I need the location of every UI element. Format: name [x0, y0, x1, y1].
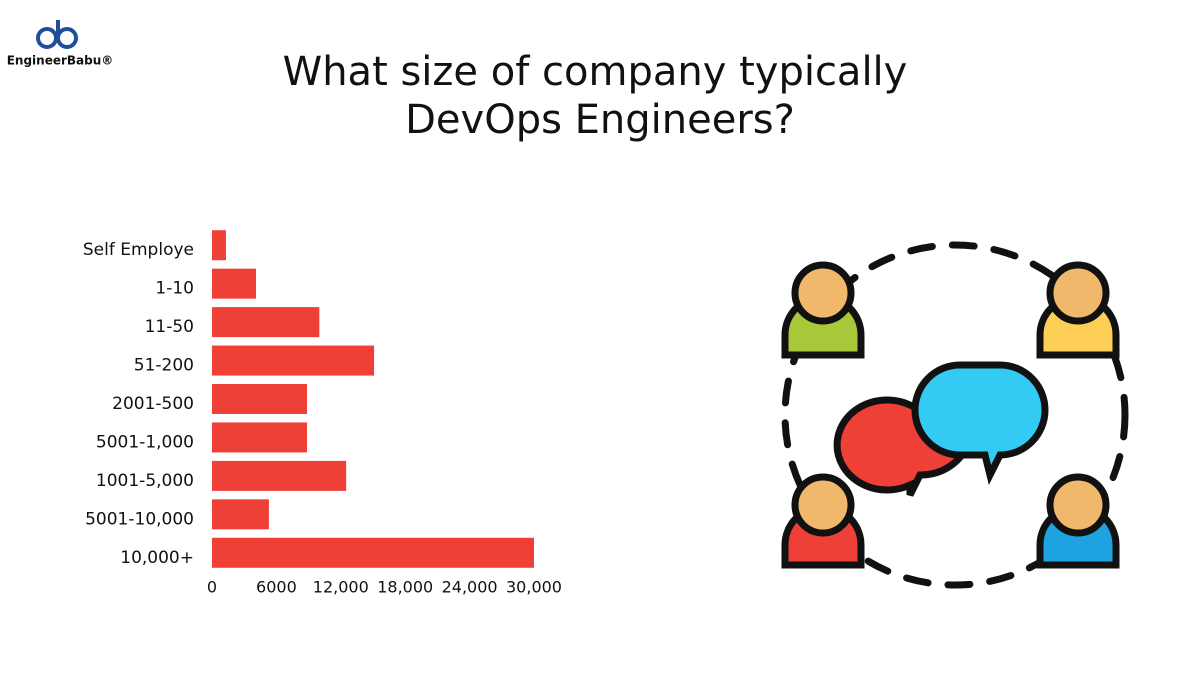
y-tick-label: 2001-500: [112, 394, 194, 414]
x-tick-label: 30,000: [506, 578, 562, 597]
y-tick-label: 10,000+: [120, 548, 194, 568]
bar: [212, 307, 320, 338]
y-tick-label: Self Employe: [83, 240, 194, 260]
x-tick-label: 18,000: [377, 578, 433, 597]
bar: [212, 460, 347, 491]
bar: [212, 422, 307, 453]
y-tick-label: 5001-10,000: [85, 509, 194, 529]
x-tick-label: 24,000: [442, 578, 498, 597]
y-tick-label: 5001-1,000: [96, 432, 194, 452]
title-line: What size of company typically: [283, 49, 908, 95]
x-tick-label: 0: [207, 578, 217, 597]
y-tick-label: 51-200: [134, 356, 194, 376]
logo-text: EngineerBabu®: [7, 54, 114, 68]
title-line: DevOps Engineers?: [405, 97, 795, 143]
illustration: [781, 241, 1129, 589]
logo-mark: [36, 20, 78, 49]
bar: [212, 345, 375, 376]
bar: [212, 384, 307, 414]
y-tick-label: 11-50: [145, 317, 194, 337]
x-tick-label: 6000: [256, 578, 297, 597]
y-tick-label: 1001-5,000: [96, 471, 194, 491]
bar: [212, 230, 226, 261]
bar: [212, 499, 269, 530]
y-tick-label: 1-10: [155, 279, 194, 299]
x-tick-label: 12,000: [313, 578, 369, 597]
bar: [212, 537, 534, 568]
bar: [212, 268, 257, 299]
